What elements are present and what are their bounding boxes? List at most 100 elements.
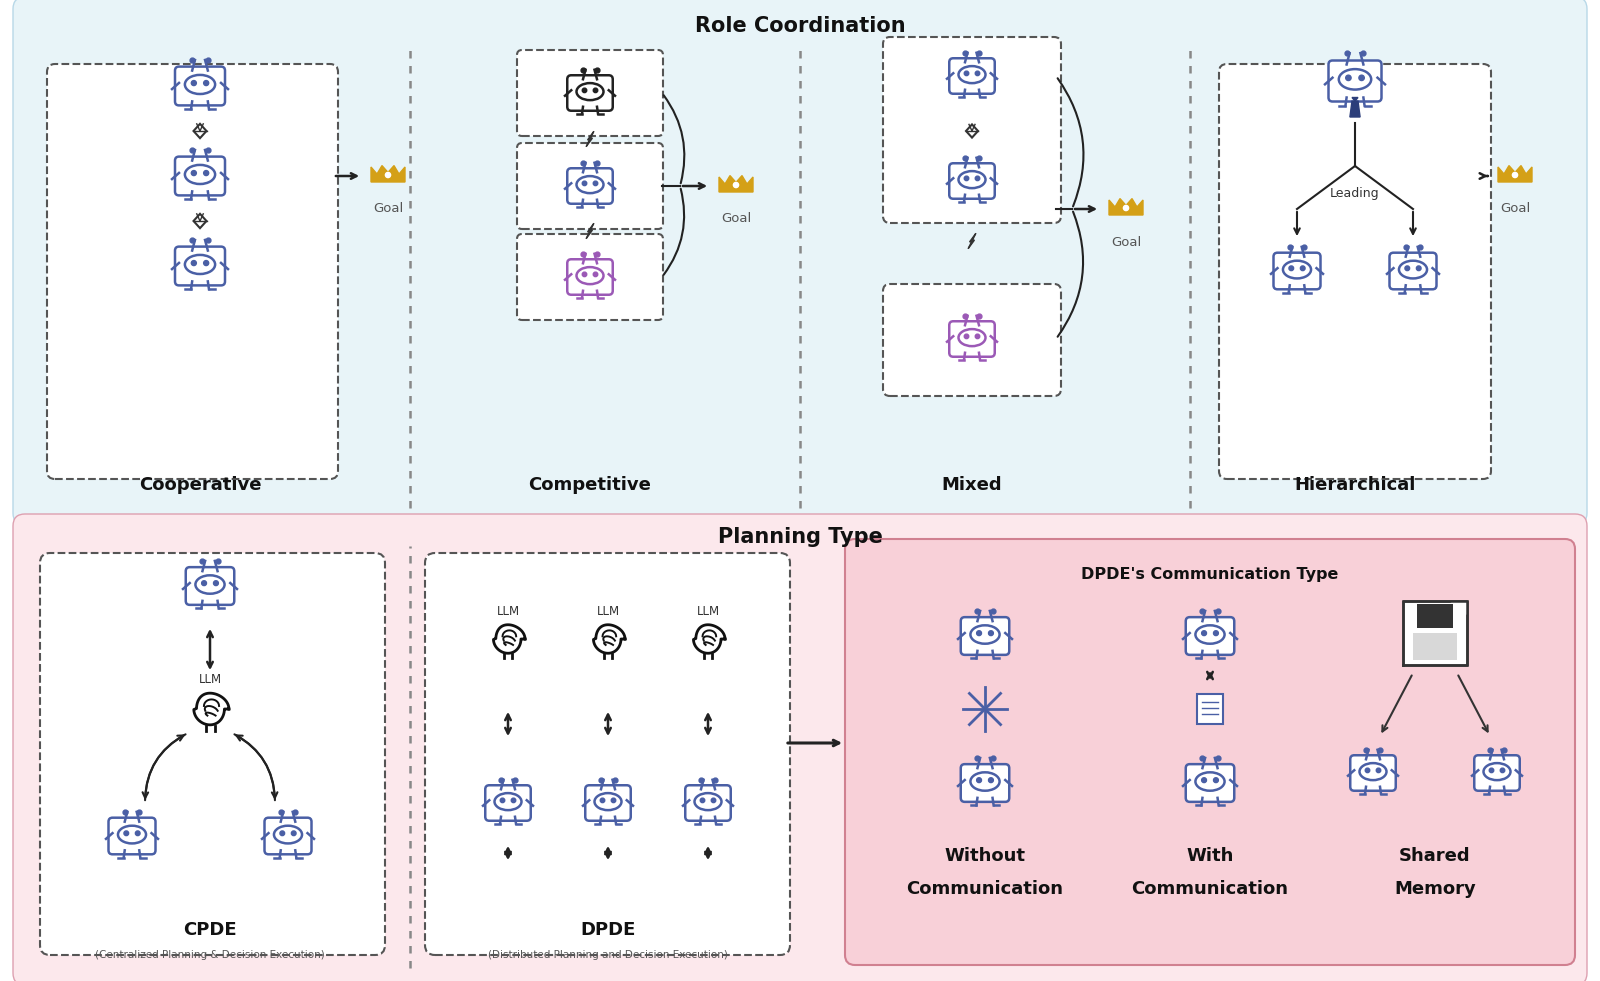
Text: LLM: LLM: [496, 605, 520, 618]
Polygon shape: [504, 655, 512, 659]
Ellipse shape: [274, 826, 302, 844]
Text: Competitive: Competitive: [528, 476, 651, 494]
Ellipse shape: [195, 575, 224, 594]
Text: Shared: Shared: [1398, 847, 1470, 865]
FancyBboxPatch shape: [1219, 64, 1491, 479]
Ellipse shape: [186, 255, 214, 274]
FancyBboxPatch shape: [1186, 764, 1234, 801]
Ellipse shape: [1483, 763, 1510, 780]
Circle shape: [203, 80, 208, 85]
Circle shape: [1202, 631, 1206, 636]
Ellipse shape: [576, 267, 603, 284]
FancyBboxPatch shape: [1418, 604, 1453, 628]
Text: (Centralized Planning & Decision Execution): (Centralized Planning & Decision Executi…: [94, 950, 325, 960]
Polygon shape: [704, 655, 712, 659]
Circle shape: [594, 181, 598, 185]
Circle shape: [989, 631, 994, 636]
Circle shape: [192, 171, 197, 176]
Circle shape: [1376, 768, 1381, 773]
Circle shape: [1501, 768, 1504, 773]
Polygon shape: [594, 625, 626, 653]
FancyBboxPatch shape: [517, 50, 662, 136]
FancyBboxPatch shape: [1274, 253, 1320, 289]
Circle shape: [123, 831, 128, 836]
FancyBboxPatch shape: [1328, 61, 1381, 101]
Ellipse shape: [1360, 763, 1387, 780]
Ellipse shape: [186, 75, 214, 94]
Ellipse shape: [1195, 625, 1224, 644]
FancyBboxPatch shape: [174, 157, 226, 195]
Ellipse shape: [1339, 69, 1371, 89]
Circle shape: [501, 799, 504, 802]
FancyBboxPatch shape: [1109, 209, 1142, 215]
Text: Goal: Goal: [373, 202, 403, 216]
Polygon shape: [718, 176, 754, 192]
Circle shape: [600, 799, 605, 802]
FancyBboxPatch shape: [949, 58, 995, 94]
Circle shape: [1123, 205, 1128, 211]
Polygon shape: [586, 224, 594, 238]
Circle shape: [213, 581, 218, 586]
Circle shape: [976, 72, 979, 76]
Circle shape: [1213, 778, 1218, 783]
FancyBboxPatch shape: [46, 64, 338, 479]
Circle shape: [203, 171, 208, 176]
Circle shape: [1358, 76, 1365, 80]
FancyBboxPatch shape: [186, 567, 234, 605]
Ellipse shape: [958, 66, 986, 83]
Circle shape: [582, 181, 587, 185]
Circle shape: [1405, 266, 1410, 271]
FancyBboxPatch shape: [685, 785, 731, 821]
Ellipse shape: [118, 826, 146, 844]
Ellipse shape: [576, 177, 603, 193]
FancyBboxPatch shape: [845, 539, 1574, 965]
Text: DPDE's Communication Type: DPDE's Communication Type: [1082, 567, 1339, 583]
Ellipse shape: [971, 625, 1000, 644]
Text: LLM: LLM: [696, 605, 720, 618]
FancyBboxPatch shape: [1498, 177, 1533, 182]
Polygon shape: [693, 625, 725, 653]
Ellipse shape: [494, 793, 522, 810]
FancyBboxPatch shape: [1413, 633, 1458, 660]
Polygon shape: [1352, 97, 1358, 101]
Circle shape: [291, 831, 296, 836]
FancyBboxPatch shape: [13, 0, 1587, 525]
FancyBboxPatch shape: [371, 177, 405, 182]
Text: LLM: LLM: [198, 673, 221, 686]
Polygon shape: [1350, 101, 1360, 117]
Ellipse shape: [971, 772, 1000, 791]
Circle shape: [386, 173, 390, 178]
Text: (Distributed Planning and Decision Execution): (Distributed Planning and Decision Execu…: [488, 950, 728, 960]
Text: Without: Without: [944, 847, 1026, 865]
FancyBboxPatch shape: [109, 818, 155, 854]
Polygon shape: [194, 124, 206, 138]
Circle shape: [976, 335, 979, 338]
FancyBboxPatch shape: [1389, 253, 1437, 289]
Polygon shape: [968, 233, 976, 249]
Ellipse shape: [1283, 261, 1310, 279]
FancyBboxPatch shape: [568, 169, 613, 204]
Polygon shape: [205, 728, 214, 732]
Text: Role Coordination: Role Coordination: [694, 16, 906, 36]
Ellipse shape: [595, 793, 621, 810]
Circle shape: [1416, 266, 1421, 271]
Text: CPDE: CPDE: [182, 921, 237, 939]
Circle shape: [594, 88, 598, 92]
Ellipse shape: [1398, 261, 1427, 279]
FancyBboxPatch shape: [568, 76, 613, 111]
Circle shape: [733, 182, 739, 187]
Circle shape: [582, 88, 587, 92]
FancyBboxPatch shape: [1403, 601, 1467, 665]
FancyBboxPatch shape: [1186, 617, 1234, 655]
Circle shape: [280, 831, 285, 836]
Circle shape: [582, 272, 587, 277]
Ellipse shape: [958, 171, 986, 188]
FancyBboxPatch shape: [1197, 694, 1222, 724]
Circle shape: [1301, 266, 1306, 271]
Text: Communication: Communication: [907, 880, 1064, 898]
Ellipse shape: [958, 329, 986, 346]
Circle shape: [1202, 778, 1206, 783]
Polygon shape: [493, 625, 525, 653]
Circle shape: [976, 177, 979, 181]
Circle shape: [611, 799, 616, 802]
